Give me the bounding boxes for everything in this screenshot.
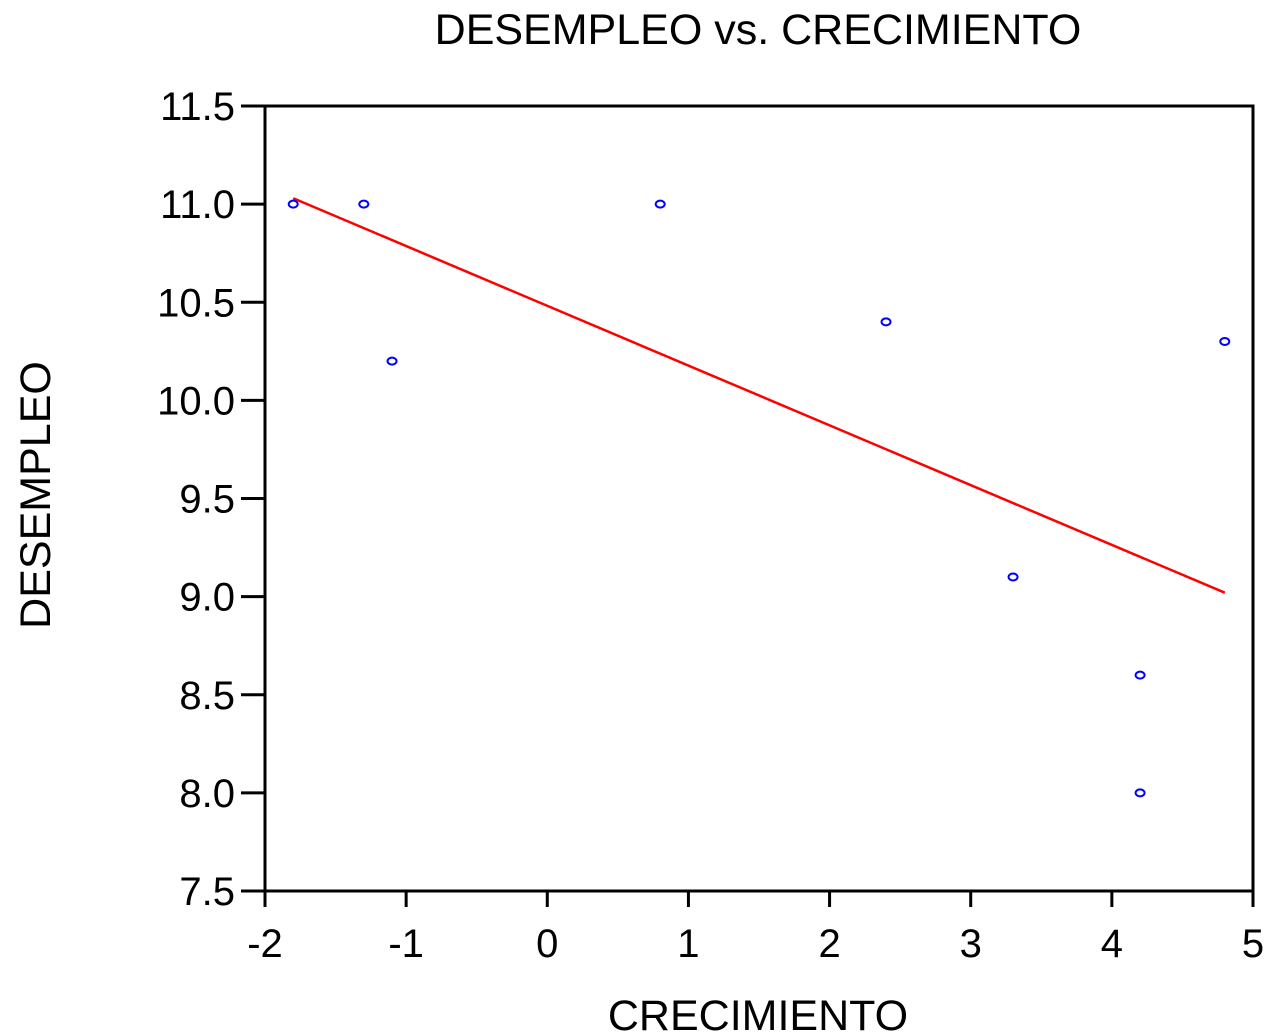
data-point [358, 199, 370, 209]
x-tick-label: -1 [388, 922, 424, 966]
y-tick-label: 10.0 [157, 379, 235, 423]
y-tick-label: 11.5 [160, 85, 235, 129]
data-point [1134, 670, 1146, 680]
y-tick-label: 9.0 [179, 576, 235, 620]
data-point [1219, 337, 1231, 346]
regression-line-group [292, 197, 1226, 594]
x-axis-label: CRECIMIENTO [608, 992, 908, 1035]
x-tick-label: 1 [677, 922, 699, 966]
data-point [880, 317, 892, 327]
y-tick-label: 7.5 [179, 870, 235, 914]
data-point [1007, 572, 1019, 582]
x-axis: -2 -1 0 1 2 3 4 5 [247, 891, 1264, 966]
y-tick-label: 8.5 [179, 674, 235, 718]
x-tick-label: -2 [247, 922, 283, 966]
y-axis-label: DESEMPLEO [12, 361, 60, 629]
y-tick-label: 10.5 [157, 281, 235, 325]
regression-line [292, 197, 1226, 594]
chart-title: DESEMPLEO vs. CRECIMIENTO [435, 6, 1082, 54]
x-tick-label: 3 [960, 922, 982, 966]
plot-frame [263, 104, 1255, 893]
data-point [654, 199, 666, 209]
plot-area [263, 104, 1255, 893]
y-tick-label: 8.0 [179, 772, 235, 816]
y-axis: 7.5 8.0 8.5 9.0 9.5 10.0 10.5 11.0 11.5 [157, 85, 265, 914]
x-tick-label: 0 [536, 922, 558, 966]
x-tick-label: 5 [1242, 922, 1264, 966]
x-tick-label: 4 [1101, 922, 1123, 966]
data-points [287, 199, 1231, 798]
y-tick-label: 9.5 [179, 478, 235, 522]
data-point [1134, 788, 1146, 798]
data-point [386, 356, 398, 366]
x-tick-label: 2 [818, 922, 840, 966]
data-point [287, 199, 299, 209]
y-tick-label: 11.0 [160, 183, 235, 227]
